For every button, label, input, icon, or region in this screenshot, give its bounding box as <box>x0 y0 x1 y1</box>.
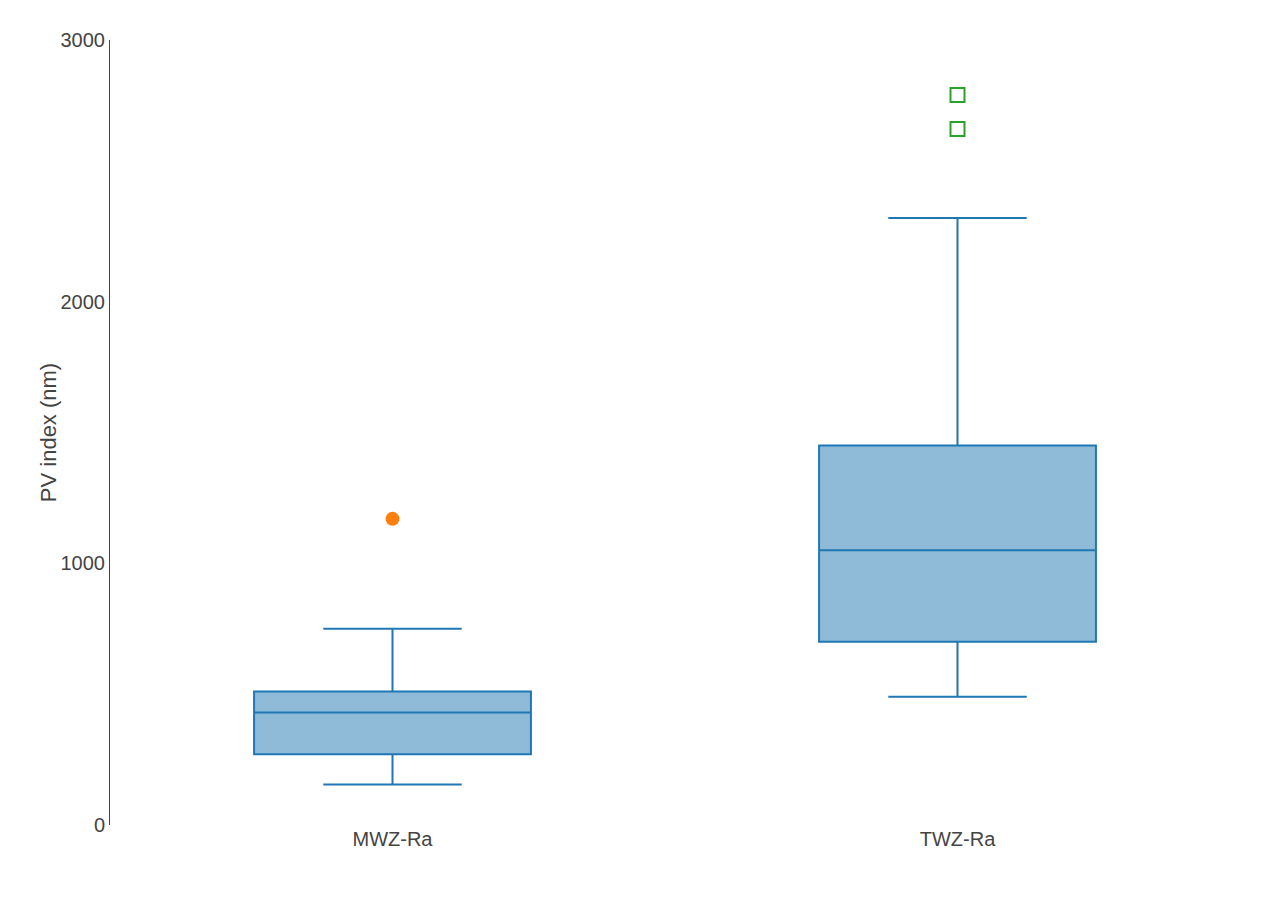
svg-text:2000: 2000 <box>61 291 106 313</box>
svg-text:PV index (nm): PV index (nm) <box>36 363 61 502</box>
svg-text:MWZ-Ra: MWZ-Ra <box>353 828 434 850</box>
svg-text:1000: 1000 <box>61 552 106 574</box>
svg-text:TWZ-Ra: TWZ-Ra <box>920 828 996 850</box>
svg-text:3000: 3000 <box>61 29 106 51</box>
svg-text:0: 0 <box>94 814 105 836</box>
